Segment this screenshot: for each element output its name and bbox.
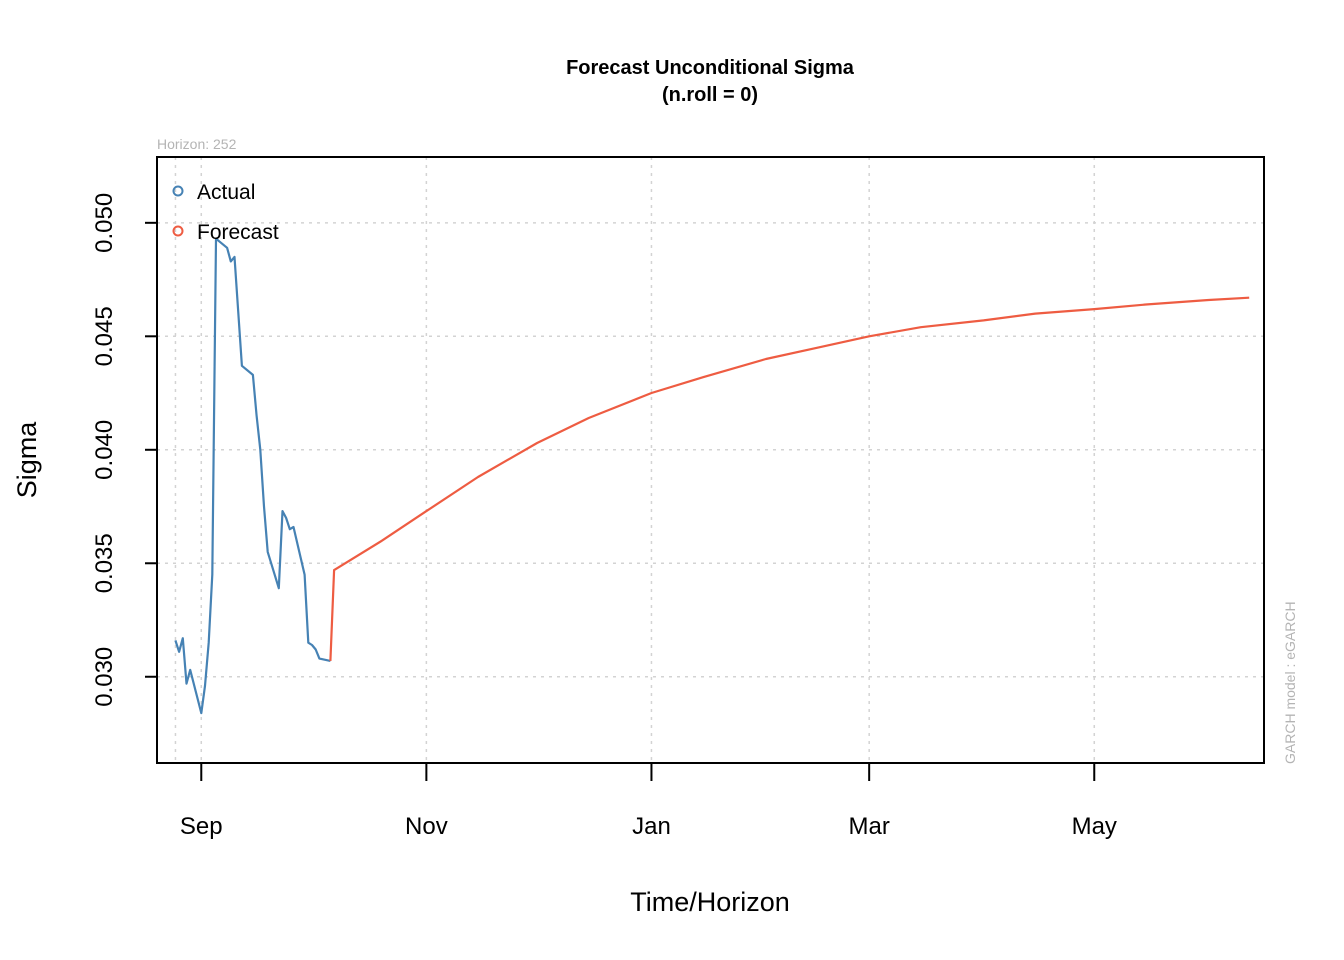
axes: 0.030 0.035 0.040 0.045 0.050 Sep Nov Jan Mar May	[91, 193, 1117, 840]
legend-marker-actual	[172, 185, 184, 197]
series-lines	[174, 237, 1250, 715]
y-tick-label: 0.035	[91, 533, 118, 593]
series-line-actual	[174, 237, 331, 715]
y-tick-label: 0.050	[91, 193, 118, 253]
plot-border	[156, 156, 1265, 764]
x-axis-title: Time/Horizon	[630, 887, 790, 917]
chart-title: Forecast Unconditional Sigma	[566, 57, 855, 79]
y-axis-title: Sigma	[12, 421, 42, 499]
x-tick-label: Mar	[848, 813, 889, 840]
horizon-note: Horizon: 252	[157, 136, 237, 152]
y-tick-label: 0.045	[91, 306, 118, 366]
model-note: GARCH model : eGARCH	[1282, 601, 1298, 764]
grid	[157, 157, 1264, 763]
legend-marker-forecast	[172, 225, 184, 237]
legend: Actual Forecast	[172, 181, 279, 244]
chart-subtitle: (n.roll = 0)	[662, 84, 758, 106]
series-line-forecast	[329, 296, 1250, 661]
legend-label-actual: Actual	[197, 181, 255, 204]
y-tick-label: 0.030	[91, 647, 118, 707]
x-tick-label: Sep	[180, 813, 223, 840]
x-tick-label: May	[1072, 813, 1117, 840]
legend-label-forecast: Forecast	[197, 221, 279, 244]
x-tick-label: Nov	[405, 813, 448, 840]
x-tick-label: Jan	[632, 813, 671, 840]
y-tick-label: 0.040	[91, 420, 118, 480]
